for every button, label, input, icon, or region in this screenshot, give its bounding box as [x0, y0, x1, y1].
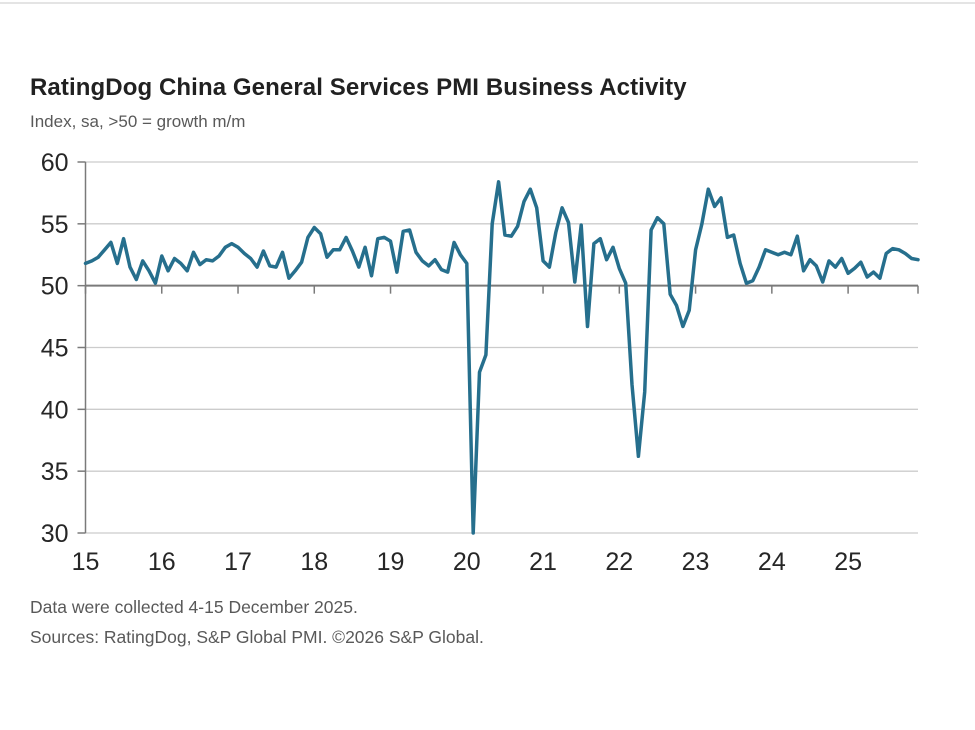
y-tick-label-40: 40	[41, 396, 69, 424]
x-tick-label-25: 25	[834, 548, 862, 576]
sources-note: Sources: RatingDog, S&P Global PMI. ©202…	[30, 627, 484, 647]
x-tick-label-17: 17	[224, 548, 252, 576]
y-tick-label-45: 45	[41, 335, 69, 363]
x-tick-label-15: 15	[72, 548, 100, 576]
x-tick-label-18: 18	[300, 548, 328, 576]
x-tick-label-24: 24	[758, 548, 786, 576]
chart-title: RatingDog China General Services PMI Bus…	[30, 74, 687, 101]
y-tick-label-30: 30	[41, 520, 69, 548]
x-tick-label-22: 22	[605, 548, 633, 576]
x-tick-label-16: 16	[148, 548, 176, 576]
chart-subtitle: Index, sa, >50 = growth m/m	[30, 112, 246, 131]
y-tick-label-35: 35	[41, 458, 69, 486]
collection-note: Data were collected 4-15 December 2025.	[30, 597, 358, 617]
pmi-series-line	[83, 180, 920, 535]
y-tick-label-55: 55	[41, 211, 69, 239]
y-tick-label-50: 50	[41, 273, 69, 301]
y-tick-label-60: 60	[41, 149, 69, 177]
top-divider	[0, 2, 975, 4]
x-tick-label-21: 21	[529, 548, 557, 576]
chart-footnotes: Data were collected 4-15 December 2025. …	[30, 592, 484, 652]
x-tick-label-19: 19	[377, 548, 405, 576]
x-tick-label-23: 23	[682, 548, 710, 576]
x-tick-label-20: 20	[453, 548, 481, 576]
